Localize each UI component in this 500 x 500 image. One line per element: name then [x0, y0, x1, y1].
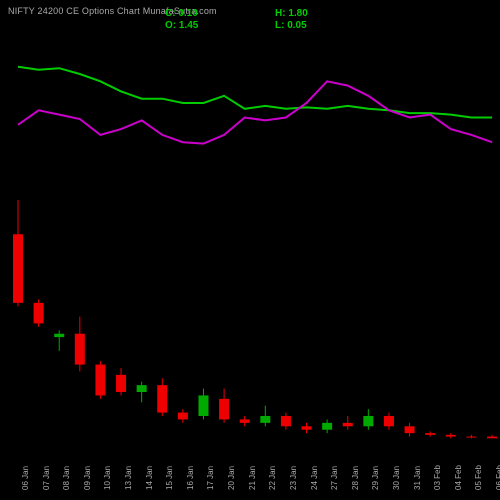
- candle-body: [405, 426, 415, 433]
- candle-body: [487, 437, 497, 439]
- x-axis-label: 04 Feb: [454, 465, 463, 490]
- candle-body: [302, 426, 312, 429]
- x-axis-label: 07 Jan: [42, 466, 51, 490]
- x-axis-label: 06 Jan: [21, 466, 30, 490]
- x-axis-label: 23 Jan: [289, 466, 298, 490]
- candle-body: [363, 416, 373, 426]
- candle-body: [34, 303, 44, 324]
- x-axis-label: 30 Jan: [392, 466, 401, 490]
- candle-body: [240, 419, 250, 422]
- candle-body: [322, 423, 332, 430]
- candle-body: [343, 423, 353, 426]
- candle-body: [198, 395, 208, 416]
- x-axis-label: 14 Jan: [145, 466, 154, 490]
- x-axis-label: 15 Jan: [165, 466, 174, 490]
- x-axis-label: 09 Jan: [83, 466, 92, 490]
- x-axis-label: 10 Jan: [103, 466, 112, 490]
- x-axis-label: 16 Jan: [186, 466, 195, 490]
- indicator-line-1: [18, 67, 492, 118]
- candle-body: [425, 433, 435, 435]
- x-axis-label: 03 Feb: [433, 465, 442, 490]
- candle-body: [54, 334, 64, 337]
- candle-body: [13, 234, 23, 303]
- x-axis-label: 17 Jan: [206, 466, 215, 490]
- candle-body: [260, 416, 270, 423]
- x-axis-label: 29 Jan: [371, 466, 380, 490]
- x-axis-label: 08 Jan: [62, 466, 71, 490]
- x-axis-label: 27 Jan: [330, 466, 339, 490]
- x-axis-label: 24 Jan: [310, 466, 319, 490]
- candle-body: [137, 385, 147, 392]
- candle-body: [384, 416, 394, 426]
- x-axis-label: 05 Feb: [474, 465, 483, 490]
- x-axis-label: 31 Jan: [413, 466, 422, 490]
- chart-svg: [0, 0, 500, 500]
- x-axis-label: 21 Jan: [248, 466, 257, 490]
- candle-body: [466, 437, 476, 438]
- candle-body: [178, 413, 188, 420]
- candle-body: [157, 385, 167, 412]
- x-axis-label: 22 Jan: [268, 466, 277, 490]
- x-axis-label: 06 Feb: [495, 465, 500, 490]
- candle-body: [75, 334, 85, 365]
- candle-body: [116, 375, 126, 392]
- candle-body: [281, 416, 291, 426]
- x-axis-label: 28 Jan: [351, 466, 360, 490]
- x-axis-label: 20 Jan: [227, 466, 236, 490]
- candle-body: [446, 435, 456, 437]
- candle-body: [95, 365, 105, 396]
- candle-body: [219, 399, 229, 420]
- x-axis-label: 13 Jan: [124, 466, 133, 490]
